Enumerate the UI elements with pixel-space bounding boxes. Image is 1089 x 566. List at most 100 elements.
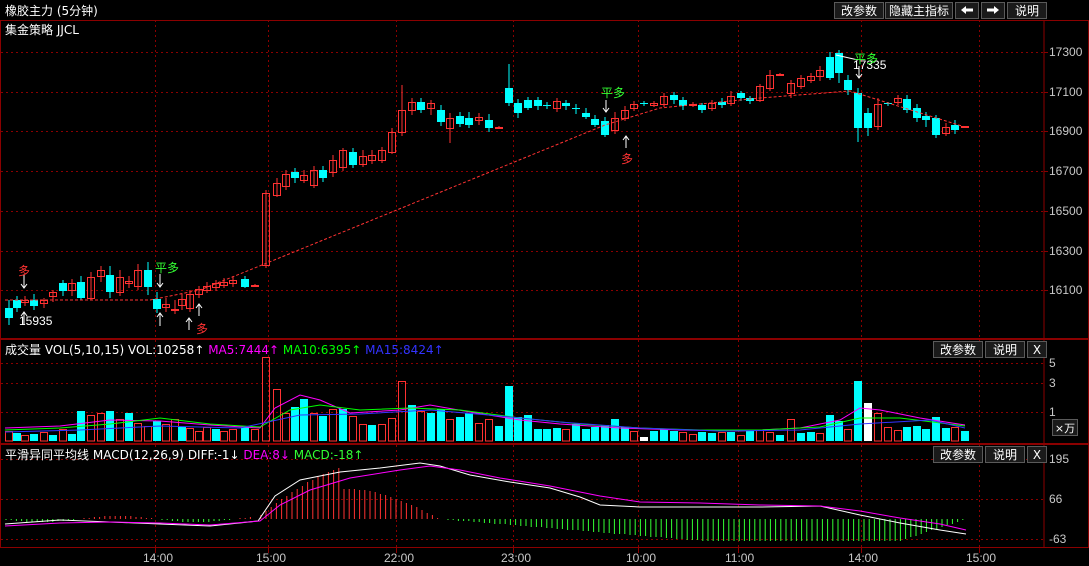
candle-body (505, 88, 513, 103)
candle-body (59, 283, 67, 291)
volume-bar (679, 432, 687, 442)
candle-body (932, 118, 940, 135)
candle-body (922, 116, 930, 120)
candle-body (203, 286, 211, 291)
candle-body (534, 100, 542, 106)
candle-body (524, 100, 532, 108)
macd-value: MACD:-18↑ (293, 448, 364, 462)
candle-body (601, 121, 609, 135)
macd-help-button[interactable]: 说明 (985, 446, 1025, 463)
macd-panel-title: 平滑异同平均线 MACD(12,26,9) DIFF:-1↓ DEA:8↓ MA… (5, 446, 363, 463)
macd-change-params-button[interactable]: 改参数 (933, 446, 983, 463)
macd-tick: 195 (1049, 452, 1070, 466)
candle-body (874, 104, 882, 127)
change-params-button[interactable]: 改参数 (834, 2, 884, 19)
volume-panel-title: 成交量 VOL(5,10,15) VOL:10258↑ MA5:7444↑ MA… (5, 341, 444, 358)
right-arrow-icon (986, 4, 1000, 18)
volume-bar (689, 434, 697, 442)
volume-bar (766, 432, 774, 442)
price-tick: 16900 (1049, 124, 1083, 138)
up-arrow-icon (185, 317, 193, 323)
left-arrow-icon (960, 4, 974, 18)
candle-body (30, 300, 38, 306)
volume-tick: 1 (1049, 405, 1056, 419)
candle-body (807, 76, 815, 81)
volume-bar (212, 429, 220, 441)
volume-bar (640, 437, 648, 441)
volume-bar (40, 432, 48, 442)
candle-body (727, 96, 735, 104)
hide-indicator-button[interactable]: 隐藏主指标 (885, 2, 953, 19)
down-arrow-icon (855, 73, 863, 79)
volume-bar (737, 435, 745, 442)
volume-bar (572, 424, 580, 441)
volume-bar (913, 426, 921, 441)
candle-body (485, 120, 493, 128)
volume-bar (903, 427, 911, 441)
macd-tick: 66 (1049, 492, 1063, 506)
time-tick: 11:00 (725, 551, 755, 565)
volume-bar (291, 407, 299, 441)
volume-close-button[interactable]: X (1027, 341, 1047, 358)
volume-bar (961, 431, 969, 441)
prev-button[interactable] (955, 2, 979, 19)
volume-bar (359, 424, 367, 442)
candle-body (456, 116, 464, 124)
volume-bar (97, 413, 105, 442)
price-tick: 16300 (1049, 244, 1083, 258)
volume-bar (465, 413, 473, 441)
candle-body (273, 183, 281, 196)
price-tick: 16700 (1049, 164, 1083, 178)
diff-value: DIFF:-1↓ (187, 448, 240, 462)
high-price-pointer (835, 54, 859, 61)
diff-line (4, 462, 967, 535)
candle-body (229, 280, 237, 284)
price-tick: 16500 (1049, 204, 1083, 218)
candle-body (212, 283, 220, 288)
ma10-line (4, 404, 966, 431)
candle-body (417, 102, 425, 110)
volume-bar (437, 409, 445, 441)
candle-body (650, 103, 658, 106)
candle-body (553, 101, 561, 109)
volume-bar (251, 429, 259, 442)
candle-body (844, 80, 852, 90)
candle-body (291, 172, 299, 178)
volume-bar (178, 427, 186, 441)
candle-body (378, 150, 386, 161)
time-tick: 15:00 (966, 551, 997, 565)
volume-help-button[interactable]: 说明 (985, 341, 1025, 358)
volume-tick: 5 (1049, 356, 1056, 370)
candle-body (737, 93, 745, 98)
candle-body (670, 95, 678, 100)
volume-bar (21, 435, 29, 442)
macd-close-button[interactable]: X (1027, 446, 1047, 463)
signal-long-label: 多 (196, 322, 209, 336)
ma5-line (4, 394, 966, 432)
volume-bar (727, 432, 735, 441)
up-arrow-icon (20, 311, 28, 317)
volume-change-params-button[interactable]: 改参数 (933, 341, 983, 358)
price-tick: 17300 (1049, 45, 1083, 59)
candle-body (251, 285, 259, 287)
next-button[interactable] (981, 2, 1005, 19)
volume-bar (553, 428, 561, 441)
candle-body (241, 279, 249, 287)
volume-bar (162, 424, 170, 442)
candle-body (329, 160, 337, 173)
volume-bar (319, 416, 327, 441)
volume-bar (670, 431, 678, 441)
candle-body (776, 74, 784, 76)
volume-bar (59, 429, 67, 442)
volume-bar (417, 411, 425, 442)
low-price-label: 15935 (19, 314, 53, 328)
help-button[interactable]: 说明 (1007, 2, 1047, 19)
time-tick: 10:00 (626, 551, 657, 565)
volume-bar (49, 435, 57, 441)
candle-body (162, 304, 170, 308)
volume-bar (835, 421, 843, 441)
candle-body (630, 104, 638, 109)
candle-body (611, 118, 619, 131)
candle-body (40, 300, 48, 304)
